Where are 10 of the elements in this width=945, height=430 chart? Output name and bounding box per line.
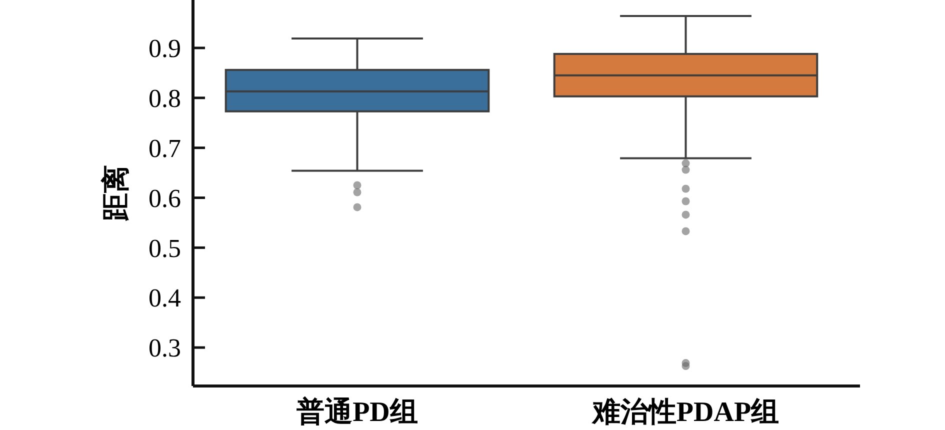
y-tick-label: 0.7 [148,134,181,163]
y-axis-title: 距离 [100,165,132,222]
y-tick-label: 0.8 [148,84,181,113]
y-tick-label: 0.9 [148,34,181,64]
y-tick-label: 0.6 [148,184,181,213]
x-tick-label: 普通PD组 [296,396,418,428]
y-tick-label: 0.3 [148,334,181,363]
x-tick-label: 难治性PDAP组 [590,397,780,428]
y-tick-label: 0.5 [148,234,181,263]
y-tick-label: 0.4 [148,284,181,313]
